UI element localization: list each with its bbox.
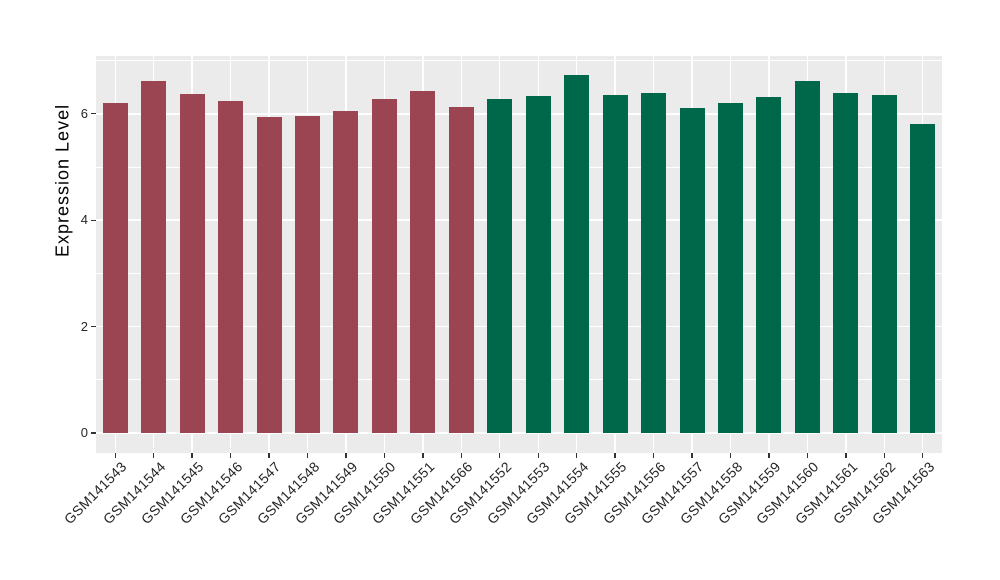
gridline-y-major bbox=[96, 219, 942, 221]
x-tick-mark bbox=[499, 453, 501, 458]
y-tick-label: 2 bbox=[80, 318, 88, 334]
bar bbox=[756, 97, 782, 433]
bar bbox=[833, 92, 859, 433]
x-tick-mark bbox=[306, 453, 309, 458]
bar bbox=[794, 80, 820, 433]
gridline-y-minor bbox=[96, 379, 942, 381]
bar bbox=[910, 124, 936, 433]
bar bbox=[256, 116, 282, 433]
plot-panel bbox=[96, 56, 942, 453]
y-tick-label: 0 bbox=[80, 425, 88, 440]
y-tick-mark bbox=[91, 432, 96, 434]
gridline-y-minor bbox=[96, 166, 942, 168]
x-tick-mark bbox=[422, 453, 424, 458]
bar bbox=[141, 80, 167, 433]
y-tick-mark bbox=[91, 113, 96, 115]
gridline-y-minor bbox=[96, 273, 942, 274]
x-tick-mark bbox=[460, 453, 462, 458]
x-tick-mark bbox=[383, 453, 386, 458]
bar bbox=[448, 106, 474, 433]
gridline-y-major bbox=[96, 113, 942, 115]
bar bbox=[487, 99, 513, 433]
x-tick-mark bbox=[345, 453, 347, 458]
bar bbox=[371, 99, 397, 433]
x-tick-mark bbox=[576, 453, 578, 458]
gridline-y-minor bbox=[96, 60, 942, 61]
bar bbox=[295, 115, 320, 433]
bar bbox=[410, 90, 436, 433]
x-tick-mark bbox=[191, 453, 193, 458]
x-tick-label: GSM141563 bbox=[757, 458, 938, 527]
bar bbox=[218, 100, 244, 433]
gridline-y-major bbox=[96, 432, 942, 434]
bar bbox=[679, 107, 705, 433]
x-tick-mark bbox=[883, 453, 885, 458]
bar bbox=[718, 102, 743, 433]
x-tick-mark bbox=[691, 453, 693, 458]
gridline-y-major bbox=[96, 325, 942, 328]
x-tick-mark bbox=[614, 453, 616, 458]
bar bbox=[333, 110, 359, 433]
x-tick-mark bbox=[652, 453, 655, 458]
y-tick-mark bbox=[91, 219, 96, 221]
x-tick-mark bbox=[806, 453, 809, 458]
x-tick-mark bbox=[845, 453, 847, 458]
bar bbox=[602, 94, 628, 433]
bar bbox=[871, 95, 897, 433]
x-tick-mark bbox=[537, 453, 539, 458]
bar bbox=[641, 93, 667, 433]
y-tick-mark bbox=[91, 325, 96, 328]
bar bbox=[102, 102, 128, 433]
x-tick-mark bbox=[229, 453, 232, 458]
y-tick-label: 6 bbox=[80, 105, 88, 121]
x-tick-mark bbox=[729, 453, 732, 458]
x-tick-mark bbox=[114, 453, 116, 458]
x-tick-mark bbox=[768, 453, 770, 458]
y-tick-label: 4 bbox=[80, 212, 88, 228]
x-tick-mark bbox=[268, 453, 270, 458]
x-tick-mark bbox=[922, 453, 924, 458]
bar bbox=[564, 74, 590, 433]
x-tick-mark bbox=[153, 453, 155, 458]
bar bbox=[179, 94, 205, 433]
bar bbox=[525, 96, 551, 433]
